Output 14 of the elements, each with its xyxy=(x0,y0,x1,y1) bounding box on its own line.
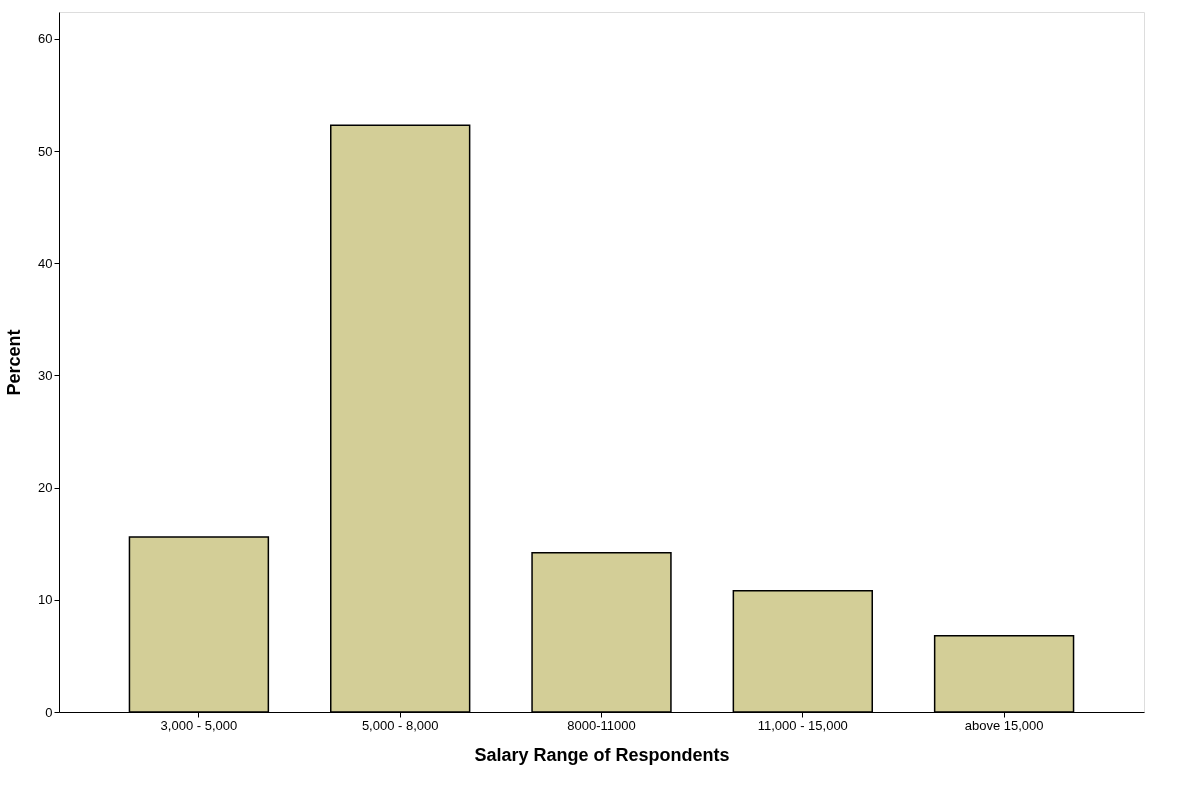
x-tick-label: 3,000 - 5,000 xyxy=(160,717,238,733)
y-tick-label: 0 xyxy=(45,704,53,720)
y-tick-label: 30 xyxy=(38,367,53,383)
x-tick-label: above 15,000 xyxy=(964,717,1044,733)
y-tick-label: 60 xyxy=(38,31,53,47)
y-tick-label: 20 xyxy=(38,480,53,496)
x-tick-label: 11,000 - 15,000 xyxy=(757,717,848,733)
y-tick-label: 10 xyxy=(38,592,53,608)
x-axis-title: Salary Range of Respondents xyxy=(474,744,730,765)
x-tick-label: 5,000 - 8,000 xyxy=(361,717,439,733)
y-tick-label: 50 xyxy=(38,143,53,159)
y-axis-title: Percent xyxy=(4,329,25,396)
x-tick-label: 8000-11000 xyxy=(567,717,636,733)
y-tick-label: 40 xyxy=(38,255,53,271)
